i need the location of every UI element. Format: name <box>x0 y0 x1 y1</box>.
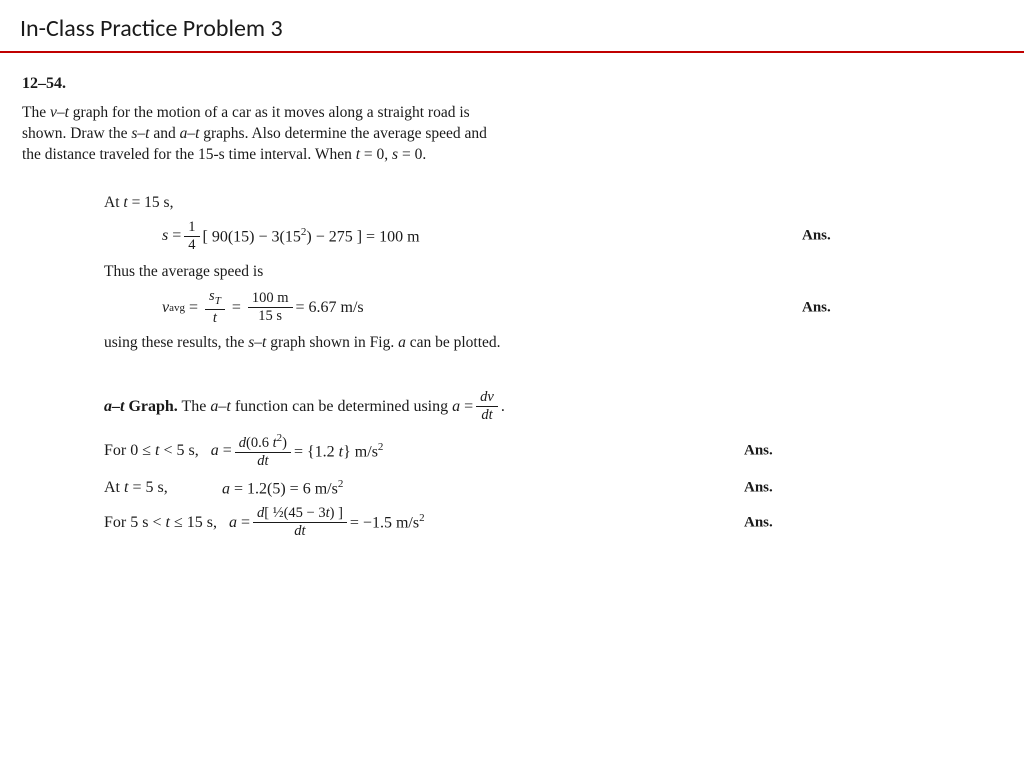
ans-label-1: Ans. <box>802 228 831 245</box>
using-line: using these results, the s–t graph shown… <box>104 334 1024 352</box>
content-area: 12–54. The v–t graph for the motion of a… <box>0 53 1024 539</box>
ans-label-2: Ans. <box>802 299 831 316</box>
s-equation: s= 1 4 [ 90(15) − 3(152) − 275 ] = 100 m… <box>162 220 1024 253</box>
at-graph-intro: a–t Graph. The a–t function can be deter… <box>104 390 1024 423</box>
slide-title: In-Class Practice Problem 3 <box>0 0 1024 51</box>
for-0-5-line: For 0 ≤ t < 5 s, a = d(0.6 t2) dt = {1.2… <box>104 433 1024 469</box>
at-5s-line: At t = 5 s, a = 1.2(5) = 6 m/s2 Ans. <box>104 478 1024 498</box>
at-15s-line: At t = 15 s, <box>104 194 1024 212</box>
ans-label-3: Ans. <box>744 443 773 460</box>
vavg-equation: vavg= sT t = 100 m 15 s = 6.67 m/s Ans. <box>162 289 1024 326</box>
for-5-15-line: For 5 s < t ≤ 15 s, a = d[ ½(45 − 3t) ] … <box>104 506 1024 539</box>
thus-line: Thus the average speed is <box>104 263 1024 281</box>
ans-label-4: Ans. <box>744 479 773 496</box>
one-quarter-frac: 1 4 <box>184 220 199 253</box>
s-bracket-body: [ 90(15) − 3(152) − 275 ] = 100 m <box>203 226 420 246</box>
problem-number: 12–54. <box>22 75 1024 93</box>
ans-label-5: Ans. <box>744 514 773 531</box>
problem-statement: The v–t graph for the motion of a car as… <box>22 103 502 166</box>
